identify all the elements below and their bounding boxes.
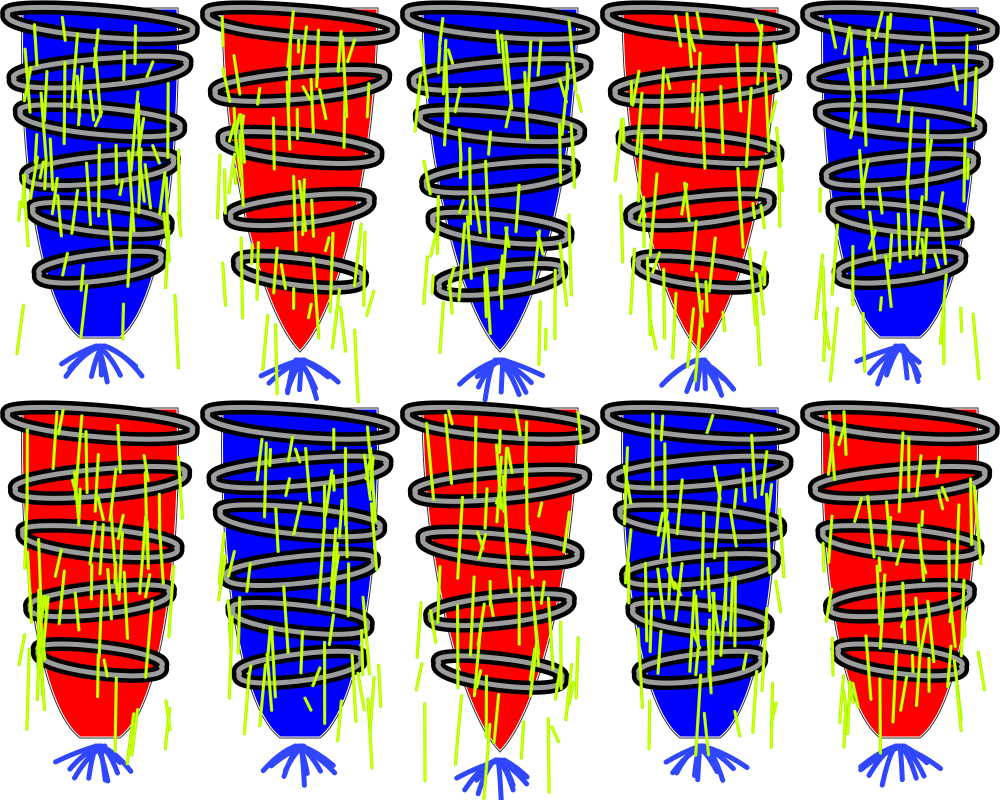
coil-figure [600, 0, 800, 398]
green-strands [217, 425, 383, 770]
coil-figure [400, 0, 600, 403]
coil-figure [600, 400, 800, 783]
coil-figure [0, 400, 200, 784]
coil-figure [800, 0, 1000, 387]
roots-splash [258, 357, 341, 402]
green-strands [414, 408, 583, 800]
coil-figure [200, 0, 400, 404]
coil-figure [400, 400, 600, 800]
green-strands [613, 11, 784, 383]
roots-splash [858, 743, 944, 788]
roots-splash [854, 343, 922, 387]
roots-splash [53, 743, 134, 784]
green-strands [215, 9, 376, 404]
coil-figure [0, 0, 200, 385]
green-strands [413, 16, 583, 366]
coil-figure [800, 400, 1000, 788]
green-strands [622, 412, 786, 757]
roots-splash [457, 357, 546, 403]
green-strands [814, 10, 981, 383]
green-strands [15, 15, 183, 370]
green-strands [17, 408, 184, 766]
coil-rings [600, 400, 800, 690]
roots-splash [260, 743, 338, 788]
coil-rings [800, 400, 1000, 683]
coil-figure [200, 400, 400, 788]
green-strands [821, 410, 987, 755]
roots-splash [59, 343, 145, 385]
roots-splash [454, 757, 530, 800]
coil-rings [200, 0, 400, 295]
